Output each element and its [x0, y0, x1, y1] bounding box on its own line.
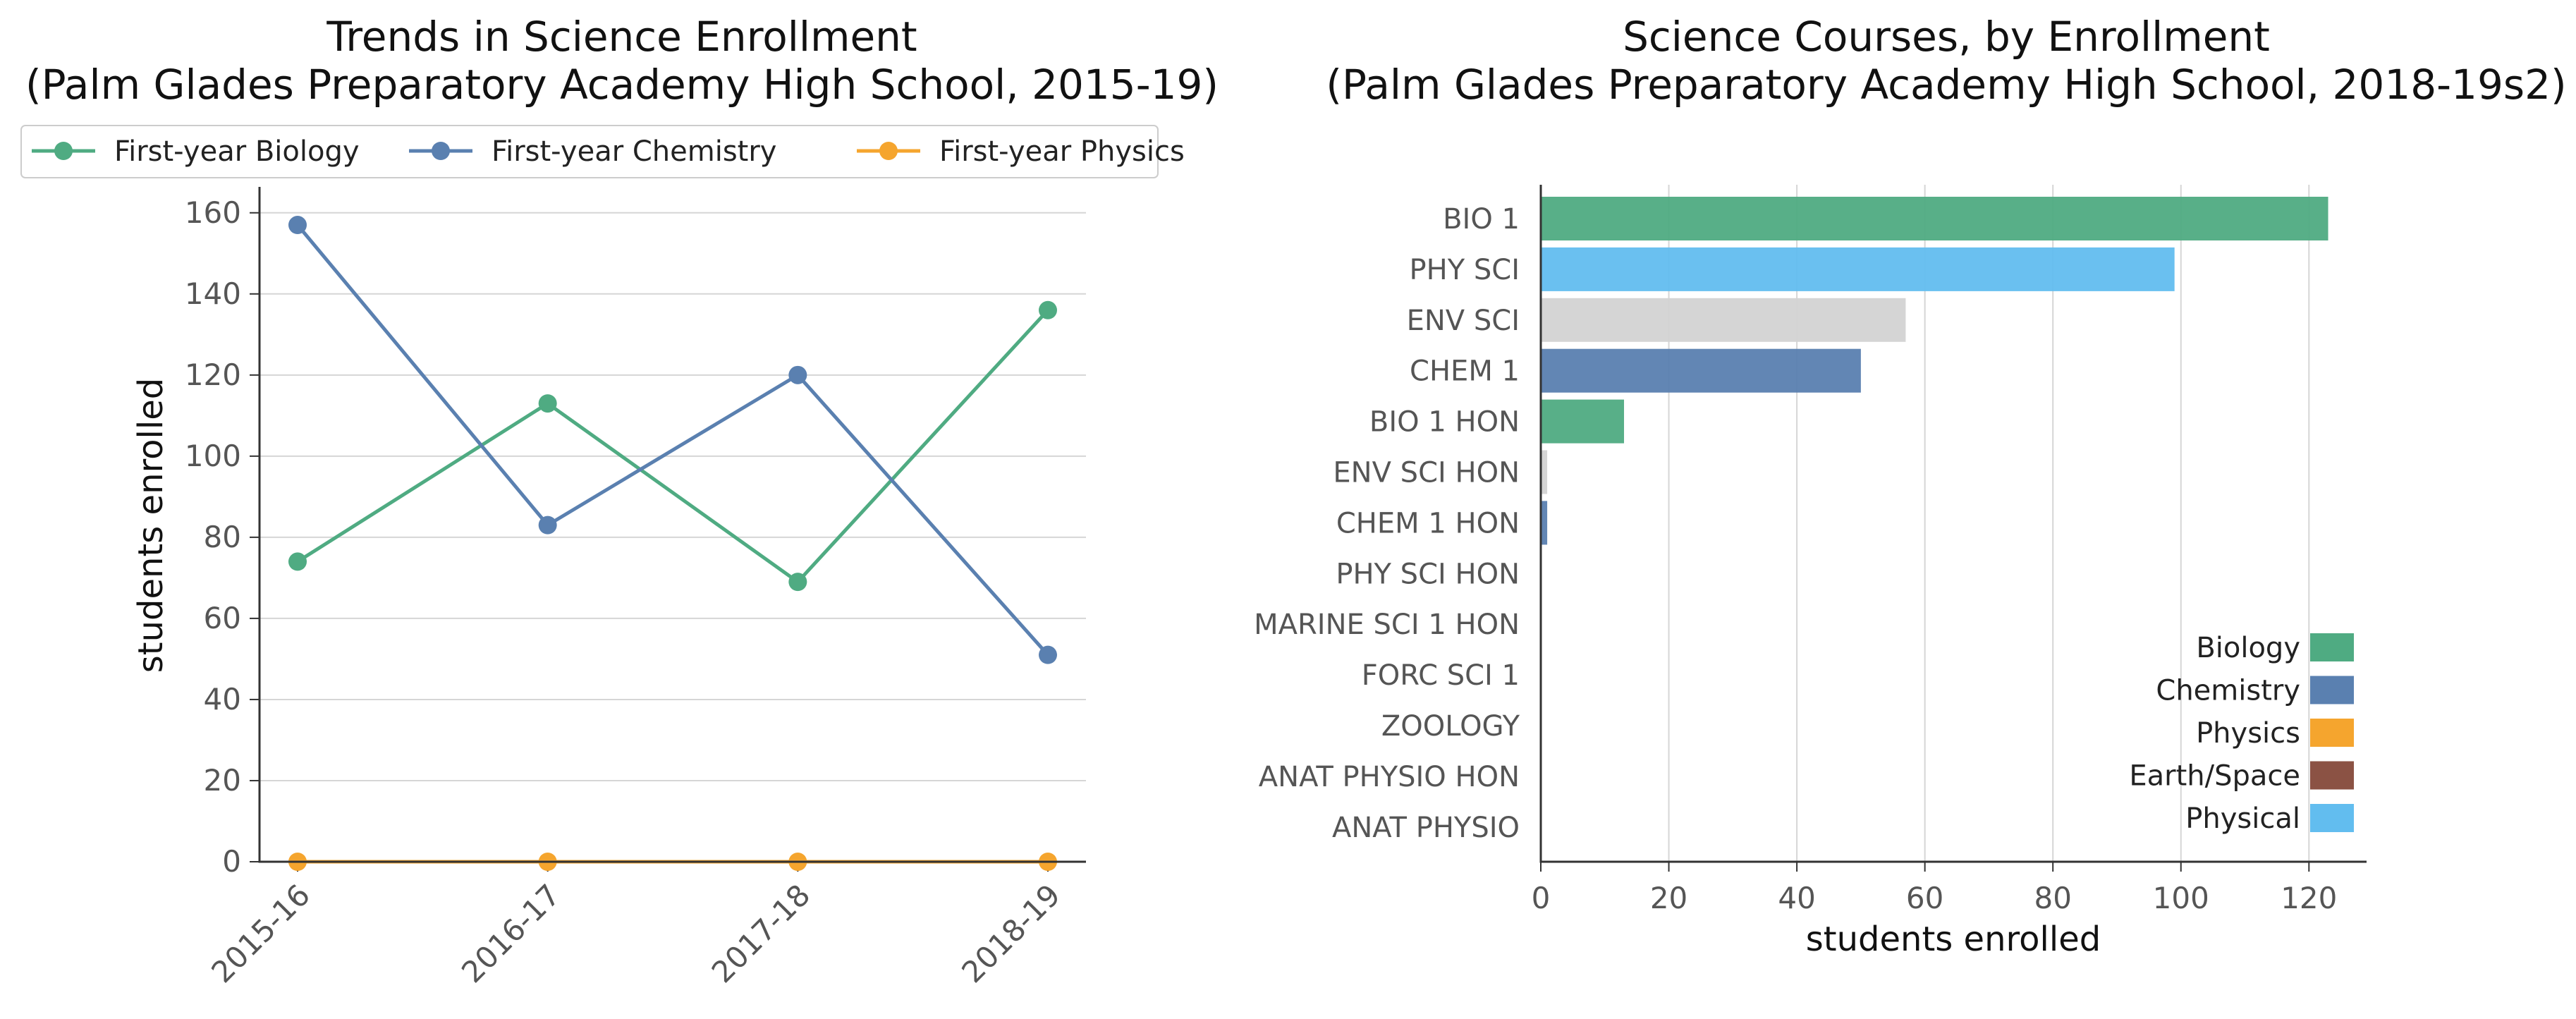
x-tick-label: 2017-18	[705, 877, 817, 989]
category-label: CHEM 1	[1410, 355, 1520, 388]
line-chart-legend: First-year Biology First-year Chemistry Fi…	[20, 125, 1185, 178]
x-tick-label: 60	[1906, 881, 1943, 915]
category-label: BIO 1	[1443, 203, 1520, 236]
bar-chart-bars	[1542, 197, 2328, 545]
bar-chart-title: Science Courses, by Enrollment	[1623, 13, 2270, 61]
category-label: ENV SCI HON	[1333, 457, 1520, 489]
legend-entry: First-year Chemistry	[409, 135, 776, 168]
x-tick-label: 2016-17	[455, 877, 567, 989]
legend-marker	[54, 142, 73, 160]
line-chart-series	[288, 216, 1057, 871]
series-line	[296, 309, 1049, 585]
bar	[1542, 348, 1861, 393]
legend-swatch	[2310, 676, 2354, 704]
line-chart-gridlines	[260, 212, 1086, 781]
bar	[1542, 197, 2328, 240]
x-tick-label: 40	[1778, 881, 1815, 915]
category-label: FORC SCI 1	[1362, 659, 1520, 692]
data-point	[538, 515, 557, 535]
data-point	[288, 552, 307, 571]
legend-marker	[879, 142, 898, 160]
data-point	[1039, 645, 1057, 664]
legend-frame	[20, 125, 1159, 178]
series-2	[288, 216, 1057, 664]
bar-chart: Science Courses, by Enrollment (Palm Gla…	[1254, 13, 2566, 959]
y-tick-label: 0	[222, 844, 241, 879]
x-tick-label: 0	[1532, 881, 1551, 915]
x-tick-label: 120	[2281, 881, 2337, 915]
category-label: MARINE SCI 1 HON	[1254, 609, 1520, 641]
line-chart-subtitle: (Palm Glades Preparatory Academy High Sc…	[25, 61, 1219, 109]
legend-swatch	[2310, 761, 2354, 790]
y-tick-label: 100	[185, 439, 241, 473]
data-point	[788, 365, 807, 384]
legend-swatch	[2310, 804, 2354, 832]
legend-swatch	[2310, 633, 2354, 661]
legend-label: First-year Physics	[939, 135, 1185, 168]
bar-chart-axes	[1539, 185, 2367, 863]
line-chart-y-axis-label: students enrolled	[131, 378, 171, 673]
y-tick-label: 20	[204, 763, 241, 798]
legend-entry: Physical	[2185, 803, 2354, 835]
bar-chart-x-ticks: 0 20 40 60 80 100 120	[1532, 862, 2337, 915]
legend-entry: First-year Biology	[32, 135, 360, 168]
x-tick-label: 100	[2153, 881, 2209, 915]
data-point	[1039, 300, 1057, 319]
line-chart-title: Trends in Science Enrollment	[326, 13, 917, 61]
legend-label: Earth/Space	[2129, 760, 2300, 793]
bar-chart-legend: Biology Chemistry Physics Earth/Space Physic…	[2129, 632, 2354, 835]
legend-entry: Biology	[2196, 632, 2354, 664]
bar	[1542, 399, 1625, 444]
legend-entry: Chemistry	[2156, 675, 2354, 707]
legend-entry: Earth/Space	[2129, 760, 2354, 793]
line-chart-y-ticks: 0 20 40 60 80 100 120 140 160	[185, 195, 260, 879]
category-label: PHY SCI	[1410, 254, 1520, 286]
data-point	[788, 573, 807, 592]
y-tick-label: 160	[185, 195, 241, 230]
category-label: ZOOLOGY	[1381, 710, 1520, 743]
legend-label: Physical	[2185, 803, 2300, 835]
line-chart-x-ticks: 2015-16 2016-17 2017-18 2018-19	[205, 862, 1067, 989]
y-tick-label: 140	[185, 276, 241, 311]
bar	[1542, 501, 1548, 545]
category-label: BIO 1 HON	[1369, 406, 1520, 439]
bar	[1542, 298, 1906, 342]
data-point	[288, 216, 307, 235]
x-tick-label: 2018-19	[955, 877, 1067, 989]
bar-chart-x-axis-label: students enrolled	[1806, 920, 2101, 959]
y-tick-label: 120	[185, 358, 241, 392]
legend-label: Chemistry	[2156, 675, 2300, 707]
y-tick-label: 80	[204, 520, 241, 554]
legend-entry: Physics	[2196, 717, 2354, 750]
legend-label: Physics	[2196, 717, 2300, 750]
bar	[1542, 247, 2175, 291]
series-line	[296, 224, 1049, 657]
legend-swatch	[2310, 719, 2354, 747]
bar-chart-subtitle: (Palm Glades Preparatory Academy High Sc…	[1326, 61, 2566, 109]
category-label: ANAT PHYSIO	[1332, 812, 1520, 844]
legend-label: First-year Biology	[114, 135, 360, 168]
legend-label: Biology	[2196, 632, 2300, 664]
category-label: ENV SCI	[1407, 305, 1520, 337]
category-label: PHY SCI HON	[1336, 558, 1520, 590]
x-tick-label: 20	[1650, 881, 1687, 915]
x-tick-label: 80	[2034, 881, 2071, 915]
bar-chart-gridlines	[1668, 185, 2310, 862]
category-label: ANAT PHYSIO HON	[1259, 761, 1520, 793]
category-label: CHEM 1 HON	[1336, 507, 1520, 539]
y-tick-label: 60	[204, 601, 241, 635]
legend-entry: First-year Physics	[857, 135, 1185, 168]
bar-chart-category-labels: BIO 1 PHY SCI ENV SCI CHEM 1 BIO 1 HON ENV SC…	[1254, 203, 1520, 844]
y-tick-label: 40	[204, 682, 241, 716]
line-chart: Trends in Science Enrollment (Palm Glade…	[20, 13, 1219, 989]
x-tick-label: 2015-16	[205, 877, 317, 989]
line-chart-axes	[258, 187, 1086, 863]
data-point	[538, 394, 557, 413]
series-1	[288, 300, 1057, 592]
bar	[1542, 450, 1548, 494]
legend-label: First-year Chemistry	[492, 135, 776, 168]
legend-marker	[432, 142, 450, 160]
